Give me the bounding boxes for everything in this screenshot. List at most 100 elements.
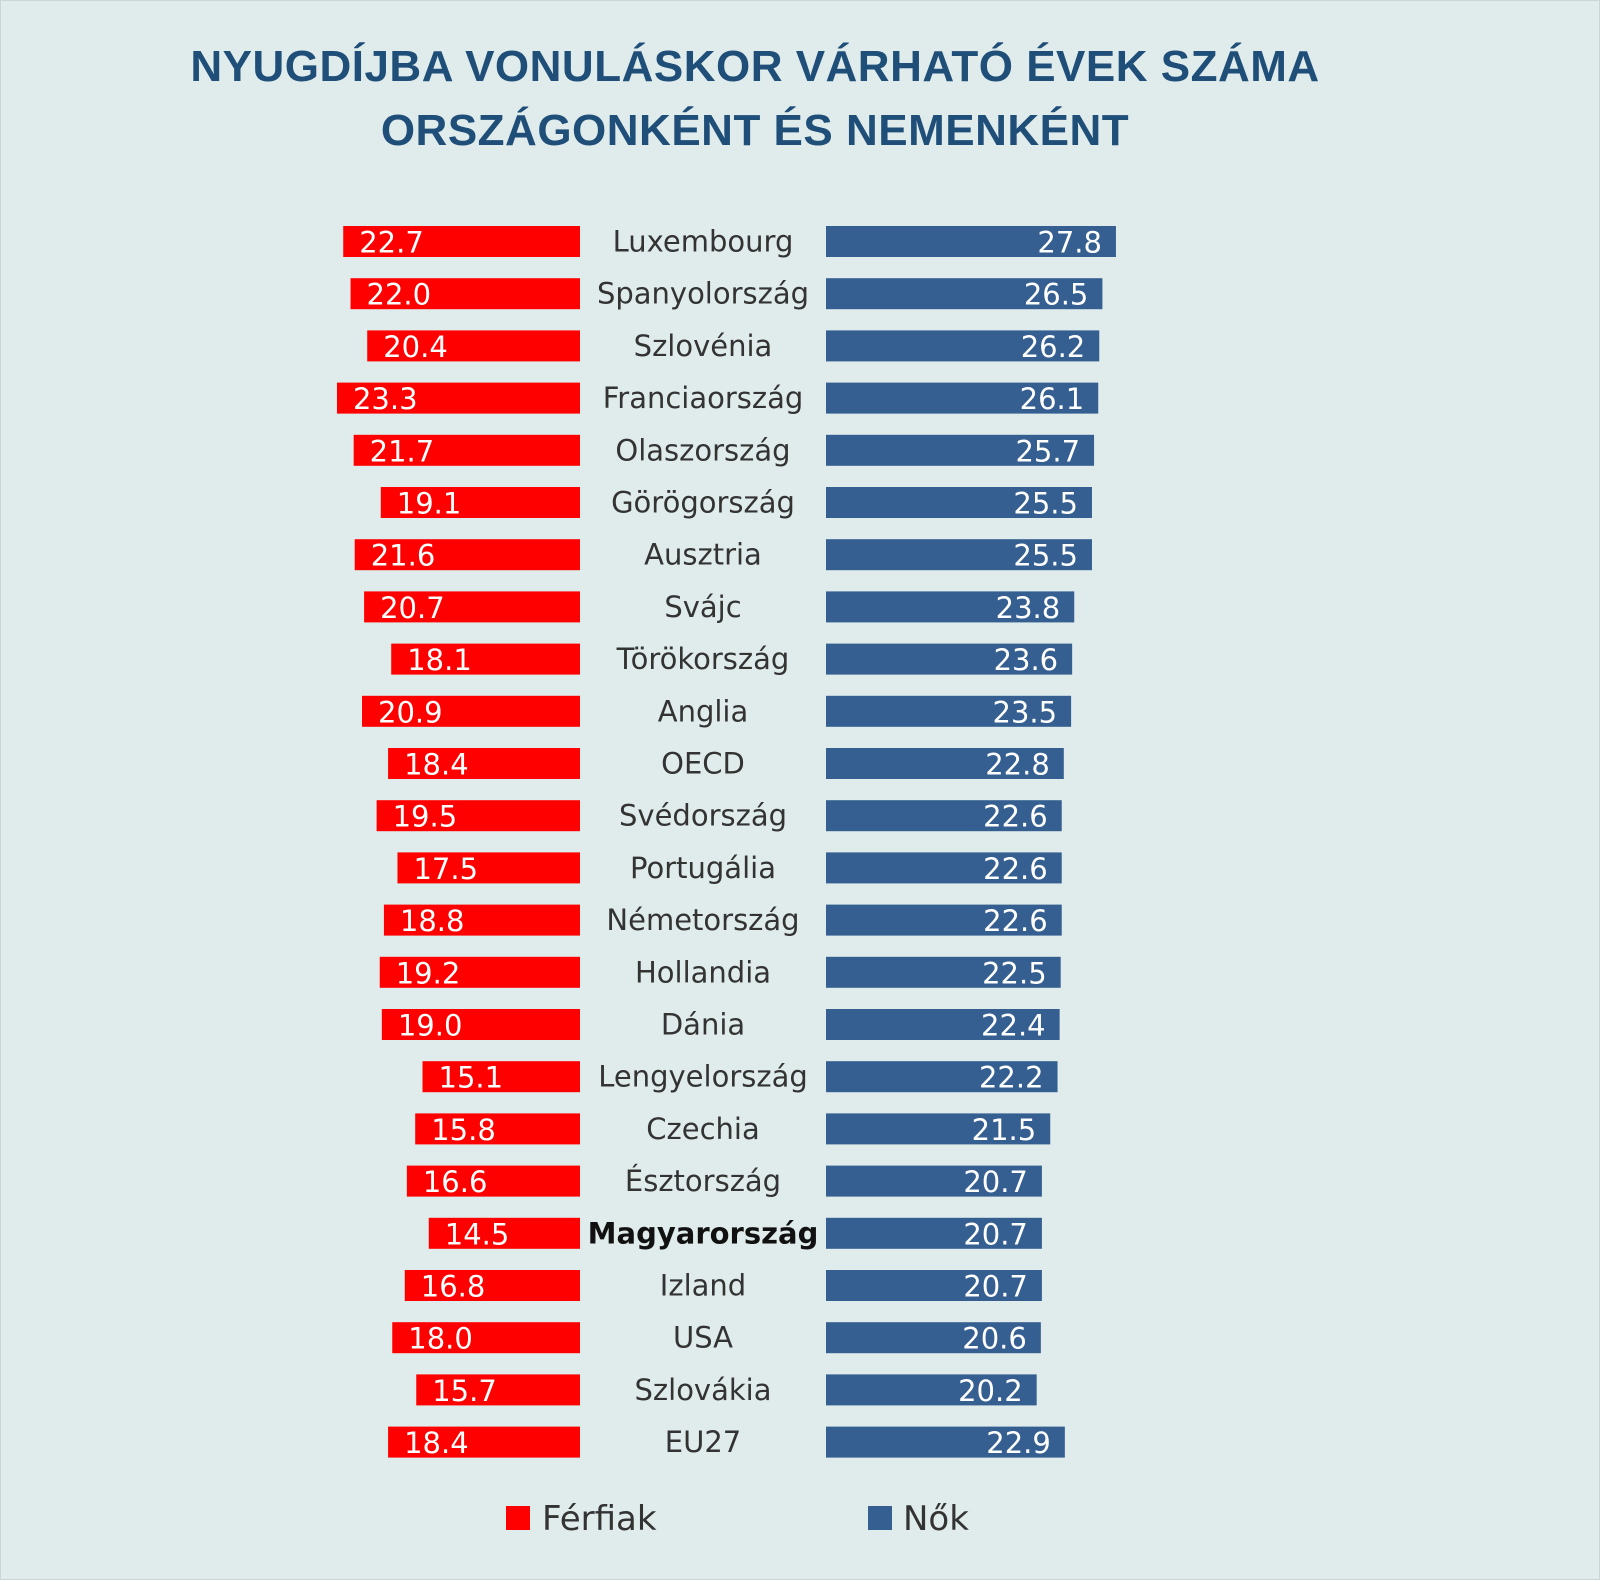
- men-series: 22.7 22.0 20.4 23.3 21.7 19.1 21.6 20.7 18.1 20.9…: [336, 226, 580, 1460]
- category-label: Görögország: [611, 486, 795, 520]
- women-bar-label: 25.5: [1013, 487, 1078, 521]
- category-label: Szlovénia: [634, 329, 773, 363]
- men-bar: [392, 1322, 580, 1354]
- men-bar: [388, 748, 580, 779]
- women-bar: [826, 539, 1092, 571]
- men-bar: [381, 1009, 580, 1040]
- women-bar-label: 22.6: [983, 800, 1048, 834]
- men-bar: [376, 800, 580, 832]
- women-bar-label: 21.5: [972, 1113, 1037, 1147]
- category-label: OECD: [661, 747, 745, 781]
- women-bar: [826, 1374, 1037, 1406]
- men-bar: [428, 1217, 580, 1249]
- category-label: Svédország: [619, 799, 787, 833]
- women-bar: [826, 643, 1073, 675]
- women-bar: [826, 1113, 1051, 1145]
- women-bar: [826, 330, 1100, 362]
- women-bar-label: 20.7: [963, 1270, 1028, 1304]
- men-bar: [336, 382, 580, 414]
- women-bar: [826, 1270, 1042, 1301]
- chart-title-line-1: NYUGDÍJBA VONULÁSKOR VÁRHATÓ ÉVEK SZÁMA: [190, 42, 1320, 91]
- men-bar-label: 19.1: [397, 487, 462, 521]
- men-bar: [353, 434, 580, 466]
- women-bar: [826, 1165, 1042, 1197]
- category-label: Dánia: [661, 1008, 745, 1042]
- men-bar-label: 15.8: [431, 1113, 496, 1147]
- women-bar: [826, 956, 1061, 988]
- women-bar-label: 22.6: [983, 852, 1048, 886]
- chart-title-line-2: ORSZÁGONKÉNT ÉS NEMENKÉNT: [380, 106, 1130, 155]
- men-bar: [422, 1061, 580, 1093]
- category-label: Anglia: [658, 694, 749, 728]
- men-bar-label: 21.6: [371, 539, 436, 573]
- women-bar-label: 22.4: [981, 1009, 1046, 1043]
- men-bar: [404, 1270, 580, 1301]
- men-bar: [364, 591, 580, 623]
- men-bar: [388, 1426, 580, 1458]
- women-bar: [826, 695, 1072, 727]
- women-bar: [826, 487, 1092, 518]
- women-bar-label: 26.5: [1024, 278, 1089, 312]
- women-bar-label: 22.2: [979, 1061, 1044, 1095]
- men-bar: [406, 1165, 580, 1197]
- category-label: Portugália: [630, 851, 776, 885]
- women-bar-label: 22.5: [982, 956, 1047, 990]
- women-bar: [826, 382, 1099, 414]
- men-bar: [415, 1113, 580, 1145]
- men-bar-label: 19.0: [398, 1009, 463, 1043]
- men-bar: [380, 487, 580, 518]
- men-bar: [350, 278, 580, 310]
- category-label: Lengyelország: [598, 1060, 808, 1094]
- category-label: Ausztria: [644, 538, 762, 572]
- men-bar-label: 15.7: [432, 1374, 497, 1408]
- legend-label-men: Férfiak: [542, 1499, 657, 1539]
- women-bar: [826, 434, 1095, 466]
- category-label: Franciaország: [603, 381, 804, 415]
- legend: Férfiak Nők: [506, 1499, 969, 1539]
- men-bar-label: 18.8: [400, 904, 465, 938]
- category-label: Luxembourg: [613, 225, 794, 259]
- women-bar: [826, 1009, 1060, 1040]
- men-bar-label: 16.8: [421, 1270, 486, 1304]
- category-label: Spanyolország: [597, 277, 809, 311]
- men-bar-label: 18.4: [404, 1426, 469, 1460]
- women-bar: [826, 1217, 1042, 1249]
- women-bar-label: 20.7: [963, 1217, 1028, 1251]
- men-bar-label: 15.1: [439, 1061, 504, 1095]
- women-bar-label: 23.8: [996, 591, 1061, 625]
- men-bar: [354, 539, 580, 571]
- women-bar-label: 20.2: [958, 1374, 1023, 1408]
- women-bar: [826, 800, 1062, 832]
- women-bar-label: 20.7: [963, 1165, 1028, 1199]
- women-bar: [826, 1426, 1065, 1458]
- women-bar-label: 23.6: [994, 643, 1059, 677]
- men-bar-label: 23.3: [353, 382, 418, 416]
- category-label: Magyarország: [588, 1216, 819, 1250]
- women-bar-label: 26.2: [1021, 330, 1086, 364]
- men-bar: [343, 226, 580, 257]
- category-label: Németország: [606, 903, 799, 937]
- category-label: Szlovákia: [635, 1373, 772, 1407]
- men-bar: [367, 330, 580, 362]
- women-bar-label: 22.8: [985, 748, 1050, 782]
- men-bar-label: 19.2: [396, 956, 461, 990]
- category-label: Törökország: [616, 642, 790, 676]
- women-bar-label: 26.1: [1020, 382, 1085, 416]
- women-bar: [826, 591, 1075, 623]
- category-label: USA: [673, 1321, 733, 1355]
- category-label: Észtország: [625, 1164, 781, 1198]
- women-bar-label: 22.9: [986, 1426, 1051, 1460]
- category-label: Izland: [660, 1269, 746, 1303]
- men-bar-label: 21.7: [370, 434, 435, 468]
- women-bar-label: 27.8: [1037, 226, 1102, 260]
- men-bar: [362, 695, 580, 727]
- men-bar-label: 20.4: [383, 330, 448, 364]
- men-bar: [416, 1374, 580, 1406]
- legend-swatch-men: [506, 1506, 530, 1530]
- women-bar: [826, 904, 1062, 936]
- men-bar-label: 18.4: [404, 748, 469, 782]
- men-bar: [383, 904, 580, 936]
- men-bar: [379, 956, 580, 988]
- men-bar-label: 20.9: [378, 695, 443, 729]
